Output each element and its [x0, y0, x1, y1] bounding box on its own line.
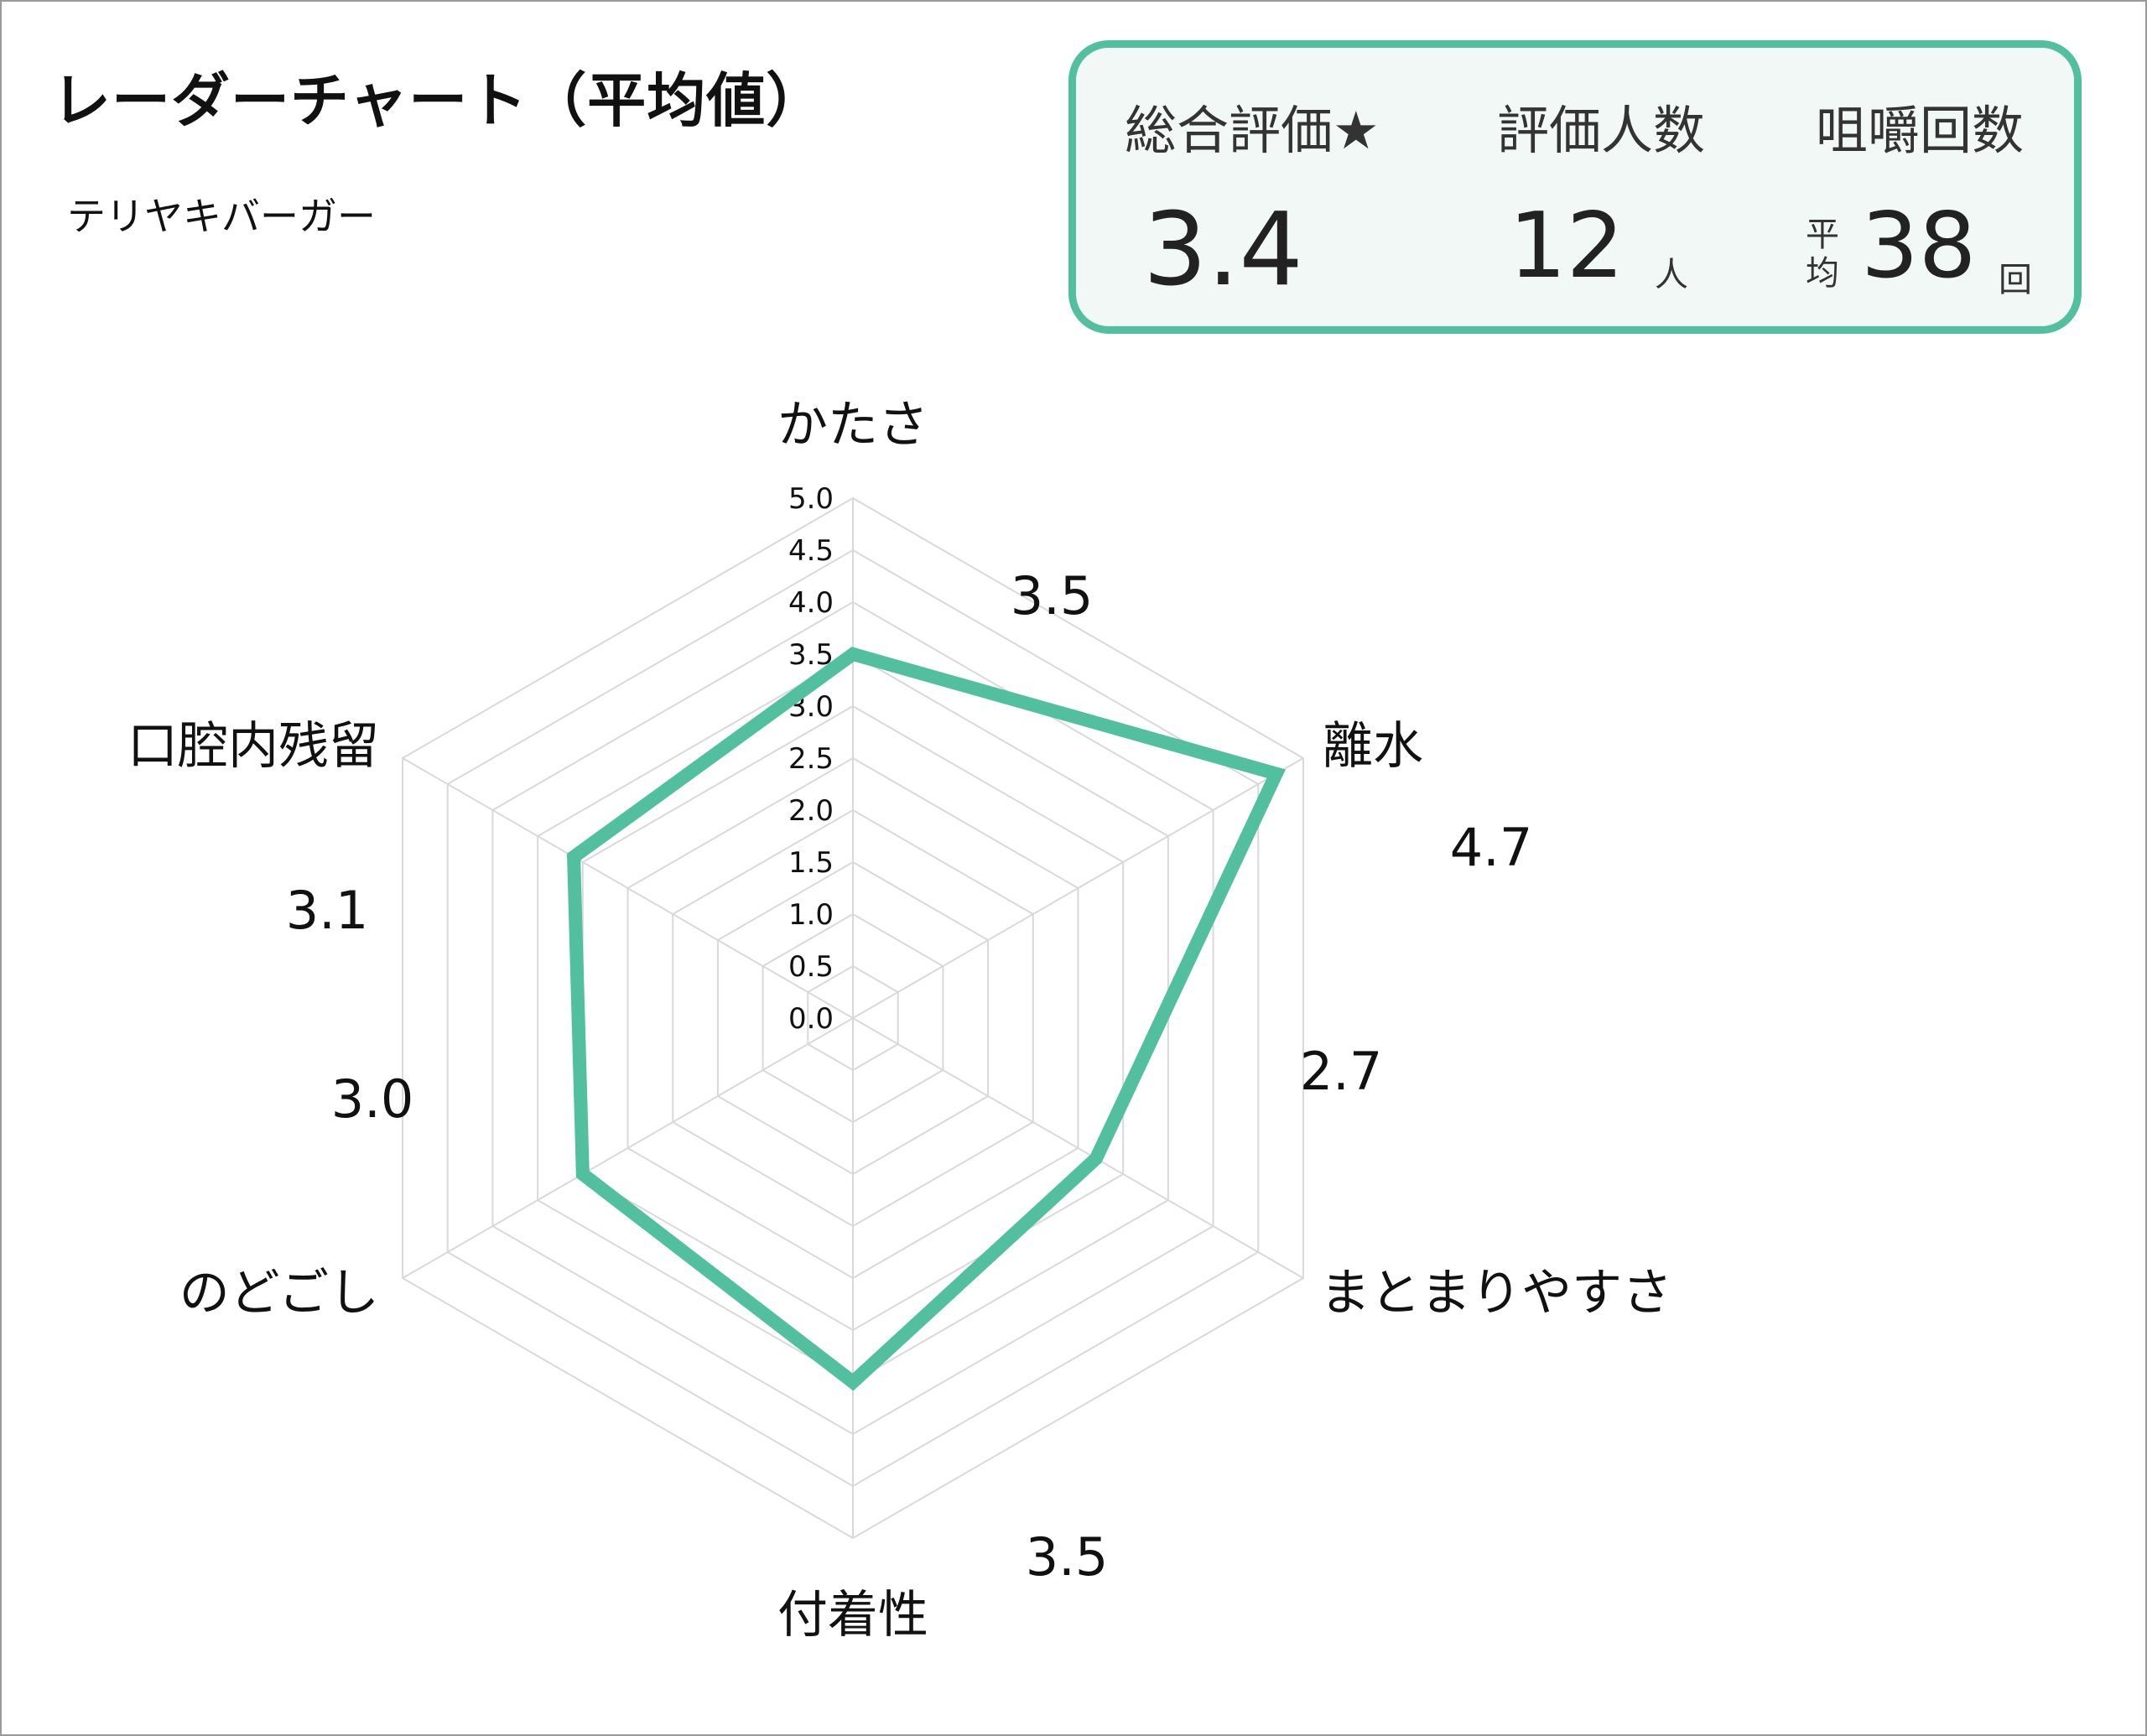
- tick-label: 1.0: [788, 898, 834, 932]
- axis-label: 口腔内残留: [127, 717, 379, 776]
- tick-label: 1.5: [788, 846, 834, 880]
- grid-spoke: [402, 757, 854, 1019]
- axis-label: のどごし: [179, 1264, 379, 1323]
- tick-label: 2.5: [788, 742, 834, 776]
- rater-count-value: 12: [1509, 194, 1625, 299]
- chew-count-label: 咀嚼回数: [1816, 100, 2025, 161]
- data-series-outline: [566, 647, 1286, 1391]
- overall-rating-value: 3.4: [1143, 192, 1303, 309]
- tick-label: 2.0: [788, 794, 834, 828]
- chew-average-prefix-2: 均: [1806, 254, 1839, 293]
- chart-title: レーダーチャート（平均値）: [52, 66, 826, 135]
- value-label: 3.5: [1011, 565, 1094, 626]
- grid-spoke: [852, 1017, 1304, 1279]
- rater-count-label: 評価人数: [1497, 100, 1706, 161]
- value-label: 3.5: [1026, 1526, 1109, 1588]
- product-name: テリヤキバーガー: [67, 194, 376, 239]
- value-label: 3.1: [286, 880, 369, 941]
- grid-spoke: [402, 1017, 854, 1279]
- overall-rating-label: 総合評価★: [1125, 100, 1380, 161]
- value-label: 3.0: [331, 1068, 414, 1130]
- axis-label: 離水: [1323, 717, 1423, 776]
- axis-label: まとまりやすさ: [1320, 1264, 1672, 1323]
- tick-label: 4.5: [788, 534, 834, 568]
- rater-count-unit: 人: [1655, 256, 1688, 294]
- summary-panel: 総合評価★ 評価人数 咀嚼回数 3.4 12 人 平 均 38 回: [1068, 40, 2082, 334]
- tick-label: 0.0: [788, 1002, 834, 1036]
- value-label: 4.7: [1450, 817, 1533, 878]
- chew-average-prefix-1: 平: [1806, 216, 1839, 254]
- grid-spoke: [852, 757, 1304, 1019]
- axis-label: 付着性: [777, 1586, 928, 1645]
- tick-label: 0.5: [788, 950, 834, 984]
- axis-label: かたさ: [777, 396, 928, 455]
- tick-label: 4.0: [788, 586, 834, 620]
- chew-count-unit: 回: [1999, 261, 2032, 299]
- value-label: 2.7: [1300, 1041, 1383, 1102]
- tick-label: 5.0: [788, 482, 834, 516]
- chew-count-value: 38: [1861, 194, 1977, 299]
